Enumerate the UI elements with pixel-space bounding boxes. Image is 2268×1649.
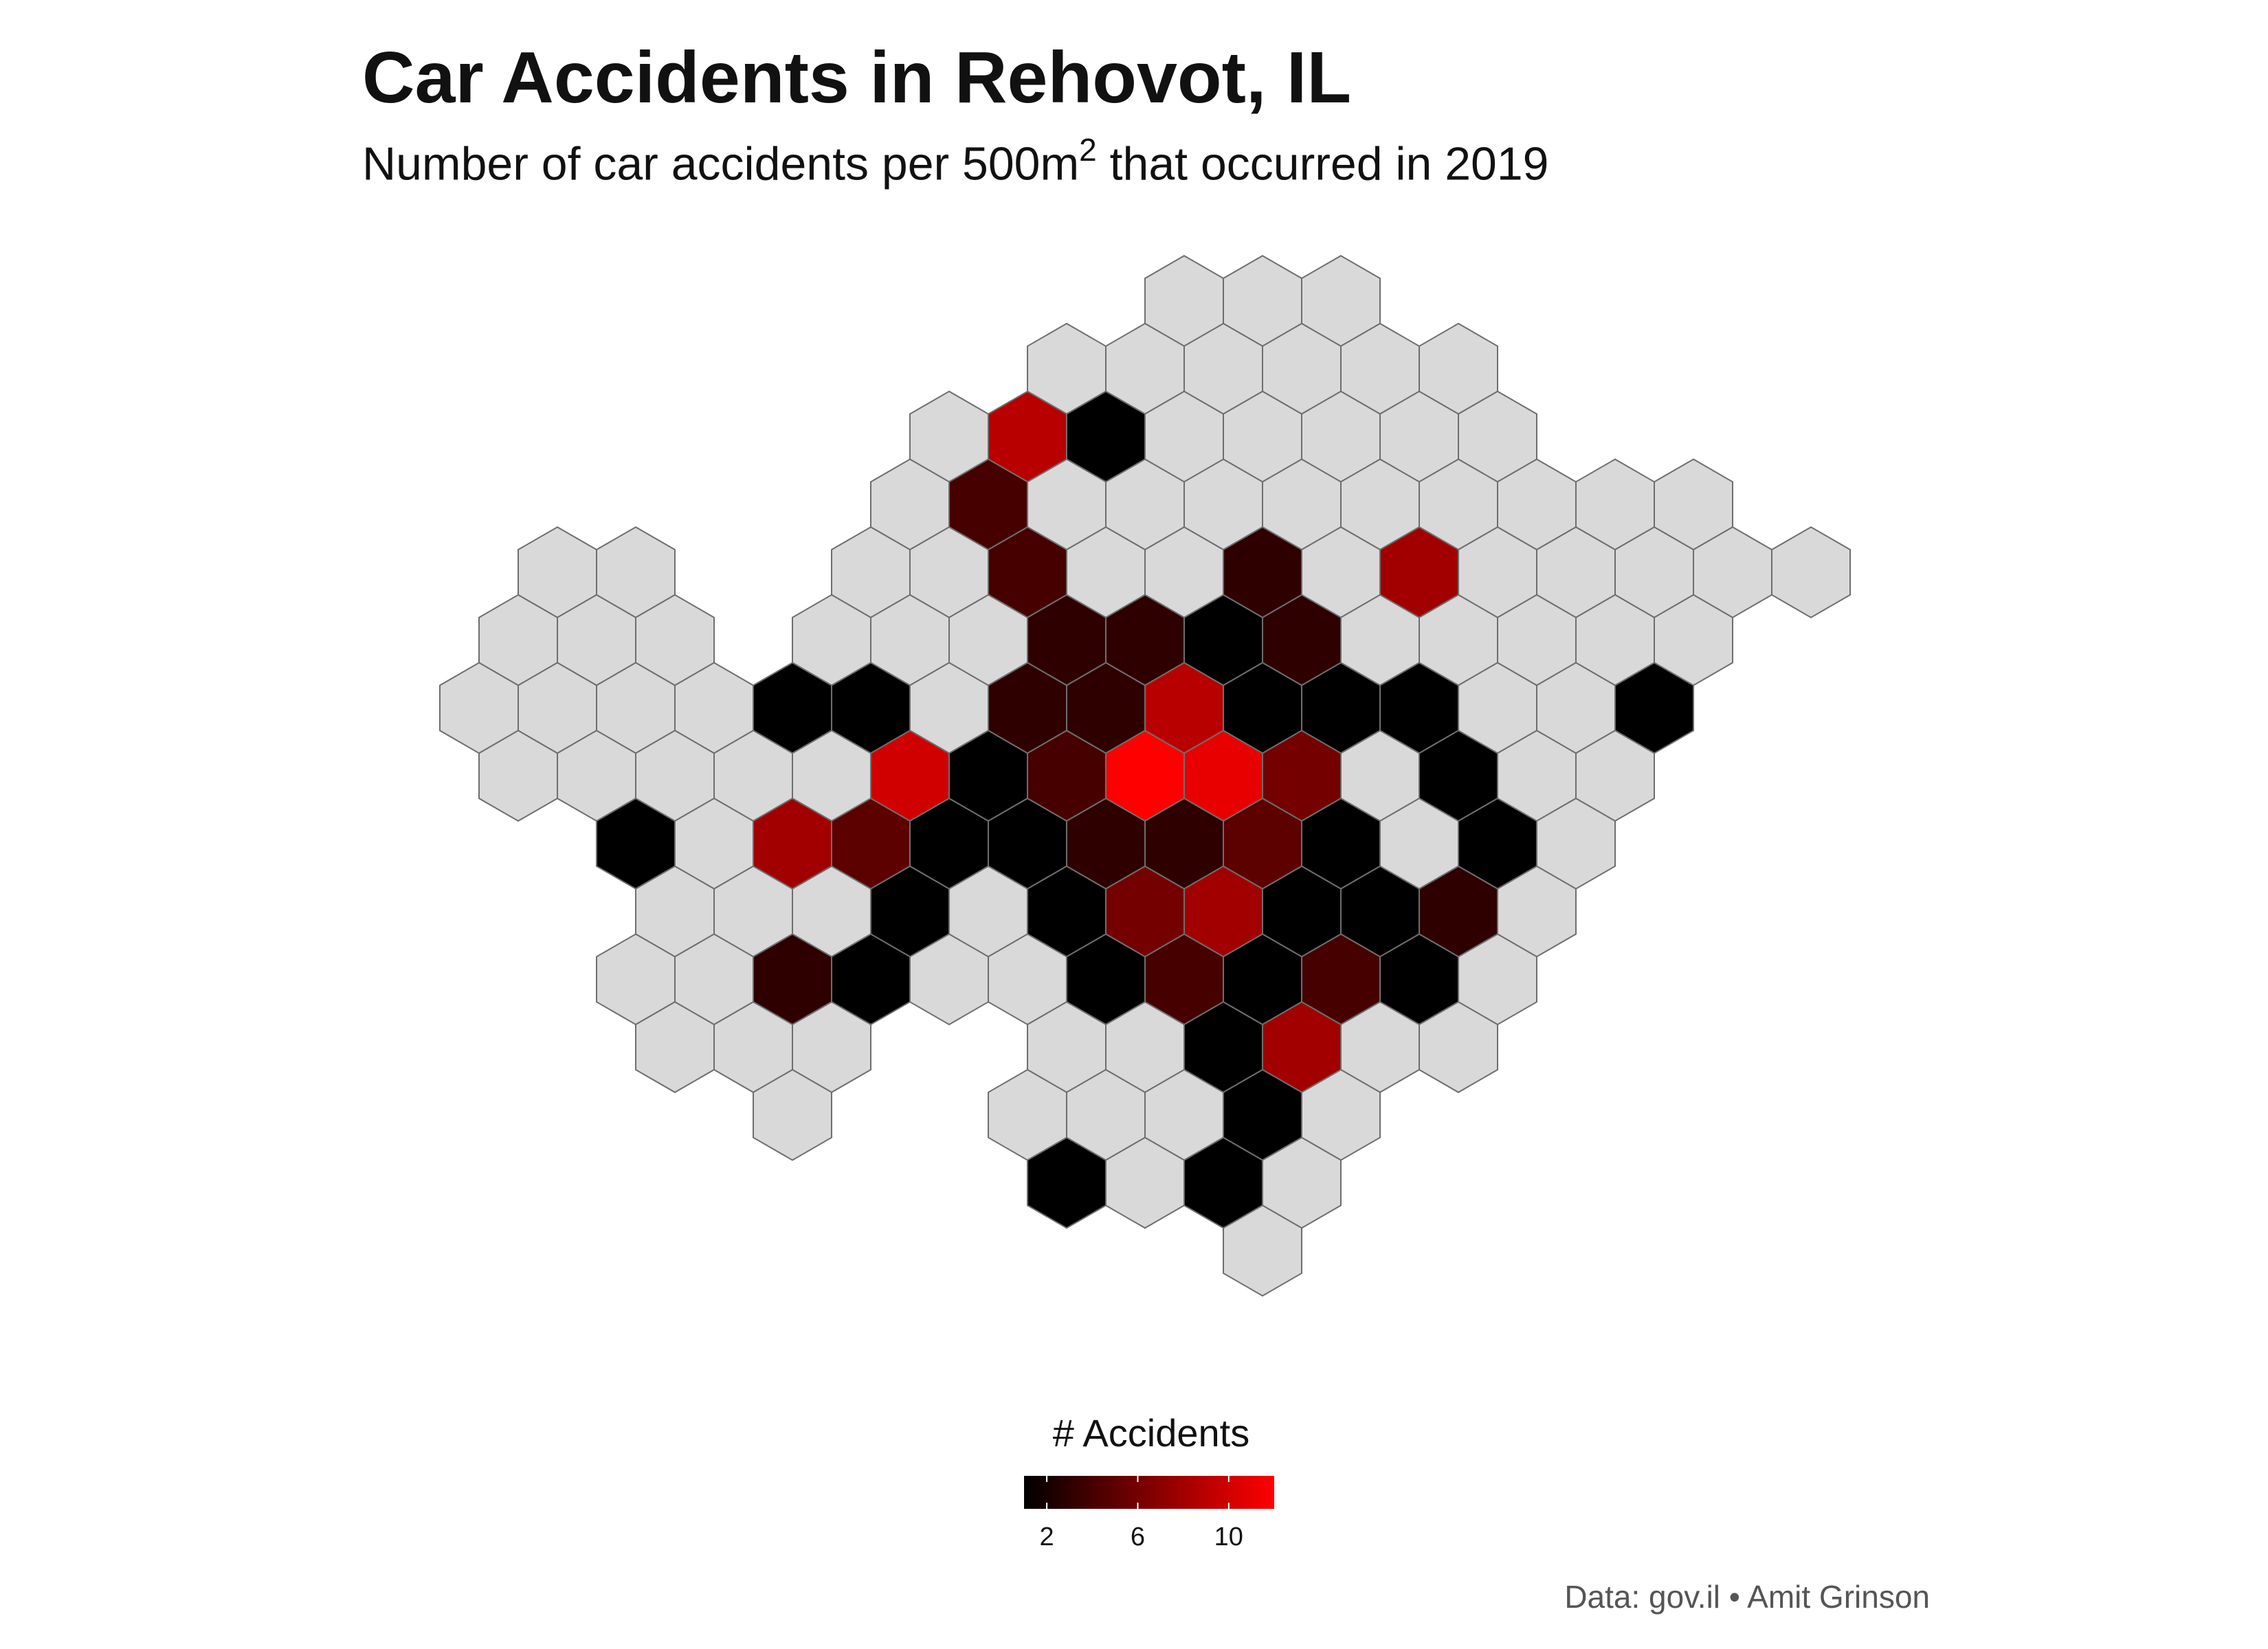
hex-cell <box>1223 1204 1302 1297</box>
chart-subtitle: Number of car accidents per 500m2 that o… <box>362 132 1549 192</box>
legend-tick-label: 10 <box>1214 1523 1243 1551</box>
chart-title: Car Accidents in Rehovot, IL <box>362 37 1352 118</box>
legend-tick-label: 2 <box>1039 1523 1054 1551</box>
hexbin-map <box>439 255 1851 1297</box>
hex-cells <box>439 255 1851 1297</box>
caption: Data: gov.il • Amit Grinson <box>1564 1579 1930 1615</box>
legend-gradient <box>1024 1476 1274 1509</box>
legend-color-bar <box>1024 1476 1274 1509</box>
hex-cell <box>1419 1001 1498 1093</box>
subtitle-superscript: 2 <box>1079 132 1097 168</box>
subtitle-text: Number of car accidents per 500m <box>362 137 1080 190</box>
legend-tick-label: 6 <box>1130 1523 1146 1551</box>
hex-cell <box>1771 526 1851 618</box>
subtitle-text-end: that occurred in 2019 <box>1096 137 1549 190</box>
hex-cell <box>753 1068 832 1161</box>
legend-title: # Accidents <box>1052 1411 1250 1455</box>
